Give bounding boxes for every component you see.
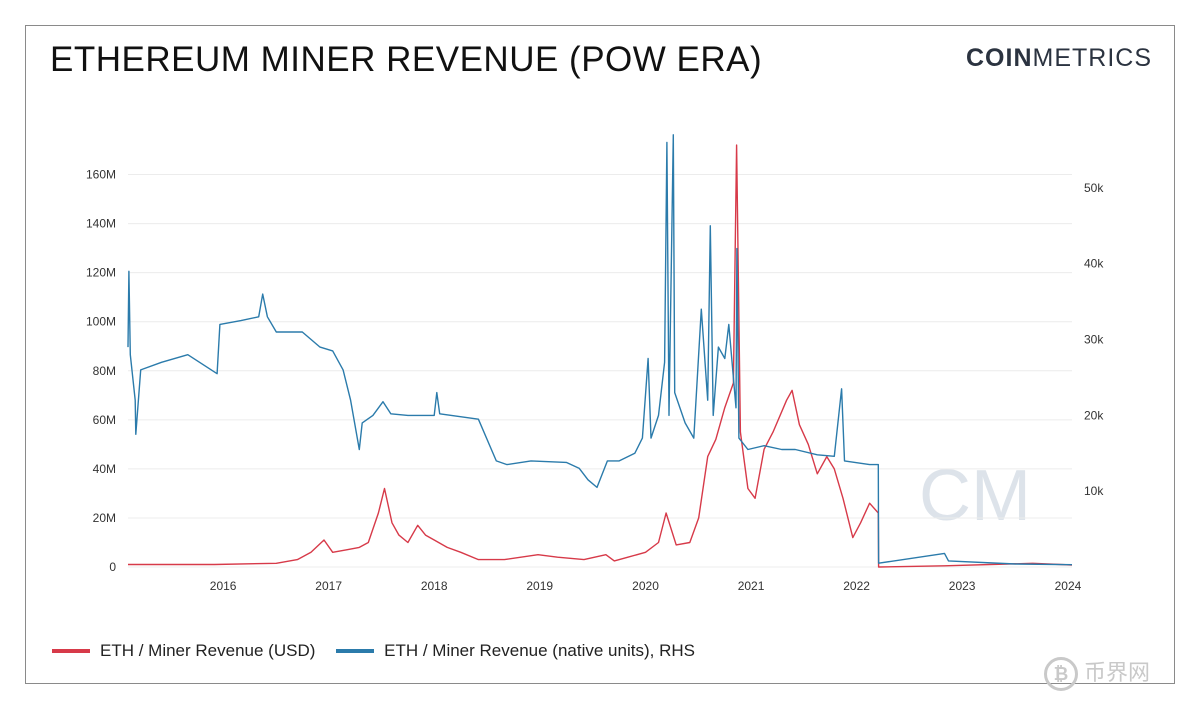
legend-item-native: ETH / Miner Revenue (native units), RHS [336,641,695,661]
chart-title: ETHEREUM MINER REVENUE (POW ERA) [50,40,763,79]
legend-swatch-usd [52,649,90,653]
brand-logo-light: METRICS [1032,44,1152,72]
x-tick-label: 2024 [1055,579,1082,593]
legend-label-usd: ETH / Miner Revenue (USD) [100,641,316,660]
x-tick-label: 2016 [210,579,237,593]
corner-watermark: ₿ 币界网 [1044,655,1151,692]
legend-swatch-native [336,649,375,653]
y-left-tick-label: 20M [93,511,116,525]
x-tick-label: 2020 [632,579,659,593]
x-tick-label: 2017 [315,579,342,593]
legend-label-native: ETH / Miner Revenue (native units), RHS [384,641,695,660]
corner-watermark-text: 币界网 [1084,660,1151,685]
legend-item-usd: ETH / Miner Revenue (USD) [52,641,315,661]
brand-logo-bold: COIN [966,44,1033,72]
y-right-tick-label: 30k [1084,333,1104,347]
cm-watermark: CM [919,456,1031,536]
y-left-tick-label: 40M [93,462,116,476]
y-left-tick-label: 160M [86,168,116,182]
y-left-tick-label: 0 [109,560,116,574]
y-left-tick-label: 140M [86,217,116,231]
y-right-tick-label: 10k [1084,484,1104,498]
series-line-native [127,134,1073,566]
x-tick-label: 2019 [526,579,553,593]
series-line-usd [128,144,1073,568]
y-left-tick-label: 60M [93,413,116,427]
y-left-tick-label: 80M [93,364,116,378]
coin-icon: ₿ [1044,657,1078,692]
x-tick-label: 2018 [421,579,448,593]
chart-frame [25,25,1175,684]
y-right-tick-label: 20k [1084,408,1104,422]
y-left-tick-label: 120M [86,266,116,280]
x-tick-label: 2021 [738,579,765,593]
brand-logo: COINMETRICS [966,44,1152,73]
chart-legend: ETH / Miner Revenue (USD) ETH / Miner Re… [52,638,711,661]
x-tick-label: 2022 [843,579,870,593]
y-right-tick-label: 50k [1084,181,1104,195]
y-right-tick-label: 40k [1084,257,1104,271]
x-tick-label: 2023 [949,579,976,593]
y-left-tick-label: 100M [86,315,116,329]
